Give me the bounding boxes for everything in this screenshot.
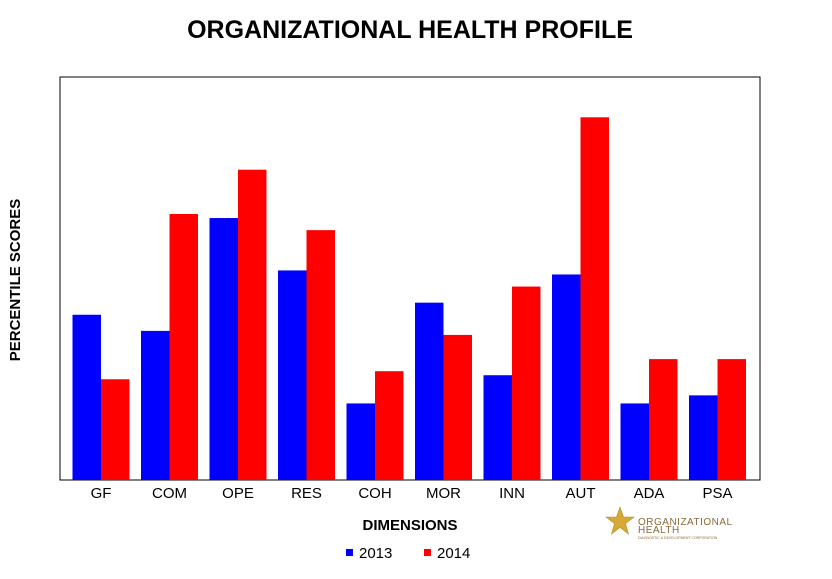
plot-frame: [59, 76, 761, 481]
bar-2014-inn: [512, 286, 541, 480]
bar-2013-mor: [415, 302, 444, 480]
bar-2014-ope: [238, 169, 267, 480]
bar-2013-coh: [346, 403, 375, 480]
bar-2014-ada: [649, 359, 678, 480]
bar-2013-ope: [209, 218, 238, 481]
x-tick-ope: OPE: [222, 485, 254, 502]
bar-2013-psa: [689, 395, 718, 480]
x-tick-res: RES: [291, 485, 322, 502]
legend-label-2013: 2013: [359, 545, 392, 562]
bar-2014-psa: [717, 359, 746, 480]
bar-2014-gf: [101, 379, 130, 480]
bar-2013-inn: [483, 375, 512, 480]
x-tick-ada: ADA: [634, 485, 665, 502]
bar-2014-aut: [580, 117, 609, 481]
bar-2013-res: [278, 270, 307, 480]
bar-2013-aut: [552, 274, 581, 480]
legend: 2013 2014: [346, 545, 470, 562]
bar-2013-ada: [620, 403, 649, 480]
logo-name-2: HEALTH: [638, 525, 680, 536]
x-tick-mor: MOR: [426, 485, 461, 502]
x-tick-aut: AUT: [566, 485, 596, 502]
bar-2014-com: [169, 214, 198, 480]
logo-name: ORGANIZATIONAL: [638, 517, 733, 528]
x-tick-com: COM: [152, 485, 187, 502]
x-tick-psa: PSA: [702, 485, 732, 502]
y-axis-label: PERCENTILE SCORES: [7, 199, 24, 362]
company-logo: ORGANIZATIONAL HEALTH DIAGNOSTIC & DEVEL…: [605, 506, 733, 540]
bar-2014-coh: [375, 371, 404, 480]
legend-label-2014: 2014: [437, 545, 470, 562]
bar-2014-res: [306, 230, 335, 480]
x-tick-labels: GF COM OPE RES COH MOR INN AUT ADA PSA: [91, 485, 733, 502]
x-tick-inn: INN: [499, 485, 525, 502]
bar-2013-com: [141, 330, 170, 480]
x-axis-label: DIMENSIONS: [362, 517, 457, 534]
x-tick-gf: GF: [91, 485, 112, 502]
legend-swatch-2013: [346, 549, 353, 556]
bars-group: [72, 117, 746, 481]
star-icon: [605, 506, 635, 535]
bar-2014-mor: [443, 334, 472, 480]
x-tick-coh: COH: [358, 485, 391, 502]
bar-2013-gf: [72, 314, 101, 480]
chart-title: ORGANIZATIONAL HEALTH PROFILE: [187, 16, 633, 44]
legend-swatch-2014: [424, 549, 431, 556]
logo-tagline: DIAGNOSTIC & DEVELOPMENT CORPORATION: [638, 536, 718, 540]
